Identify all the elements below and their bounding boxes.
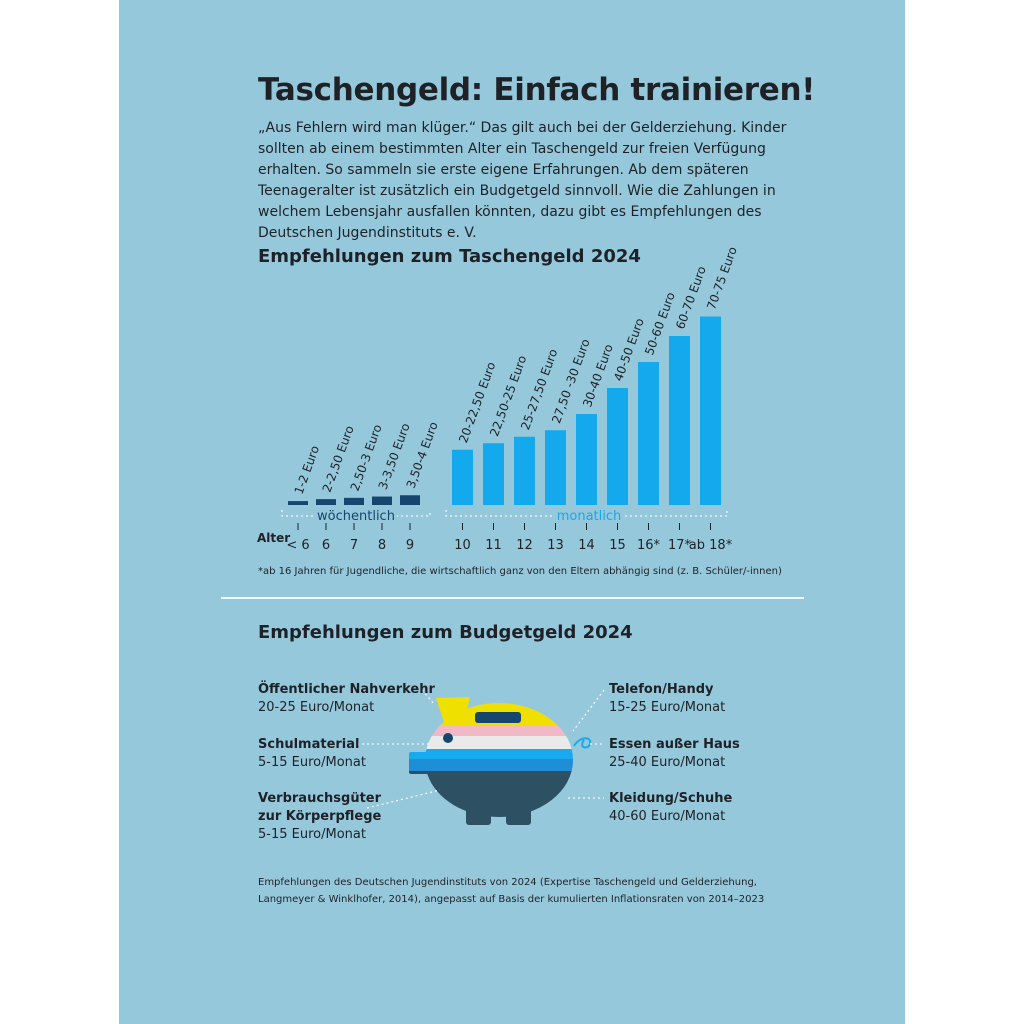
group-label: wöchentlich: [317, 509, 395, 524]
budget-item-verbrauchsgueter: Verbrauchsgüter zur Körperpflege 5-15 Eu…: [258, 790, 381, 844]
category-label: 12: [516, 538, 533, 553]
category-label: < 6: [286, 538, 309, 553]
taschengeld-heading: Empfehlungen zum Taschengeld 2024: [258, 246, 641, 267]
bar: [288, 501, 308, 505]
budget-label-line2: zur Körperpflege: [258, 809, 382, 824]
budget-label: Schulmaterial: [258, 737, 360, 752]
budget-value: 20-25 Euro/Monat: [258, 700, 375, 715]
budget-leader-lines: [357, 689, 605, 809]
bar: [483, 443, 504, 505]
budget-label: Verbrauchsgüter: [258, 791, 382, 806]
footnote: *ab 16 Jahren für Jugendliche, die wirts…: [258, 566, 782, 577]
category-label: 15: [609, 538, 626, 553]
budget-item-kleidung: Kleidung/Schuhe 40-60 Euro/Monat: [609, 790, 732, 826]
budget-value: 25-40 Euro/Monat: [609, 755, 726, 770]
section-divider: [221, 597, 804, 599]
coin-slot: [475, 712, 521, 723]
bar: [316, 499, 336, 505]
group-bracket: [281, 510, 431, 517]
infographic-panel: [119, 0, 905, 1024]
bar: [638, 362, 659, 505]
budget-value: 15-25 Euro/Monat: [609, 700, 726, 715]
source-note: Empfehlungen des Deutschen Jugendinstitu…: [258, 877, 765, 905]
group-label: monatlich: [557, 509, 622, 524]
bar: [452, 449, 473, 505]
category-label: 17*: [668, 538, 692, 553]
budget-label: Essen außer Haus: [609, 737, 740, 752]
budget-item-essen: Essen außer Haus 25-40 Euro/Monat: [609, 736, 740, 772]
bar: [514, 436, 535, 505]
group-bracket: [445, 510, 728, 517]
budget-item-nahverkehr: Öffentlicher Nahverkehr 20-25 Euro/Monat: [258, 681, 435, 717]
category-label: ab 18*: [689, 538, 733, 553]
budget-label: Öffentlicher Nahverkehr: [258, 682, 435, 697]
page-title: Taschengeld: Einfach trainieren!: [258, 72, 816, 108]
budget-item-telefon: Telefon/Handy 15-25 Euro/Monat: [609, 681, 725, 717]
bar: [372, 496, 392, 505]
category-label: 11: [485, 538, 502, 553]
budget-item-schulmaterial: Schulmaterial 5-15 Euro/Monat: [258, 736, 366, 772]
bar: [576, 414, 597, 505]
intro-text: „Aus Fehlern wird man klüger.“ Das gilt …: [258, 120, 787, 241]
bar: [344, 497, 364, 505]
category-label: 16*: [637, 538, 661, 553]
category-label: 7: [350, 538, 358, 553]
pig-tail: [573, 737, 592, 749]
pig-eye: [443, 733, 453, 743]
category-label: 10: [454, 538, 471, 553]
category-label: 9: [406, 538, 414, 553]
budget-value: 5-15 Euro/Monat: [258, 827, 366, 842]
budget-value: 5-15 Euro/Monat: [258, 755, 366, 770]
category-label: 6: [322, 538, 330, 553]
budget-value: 40-60 Euro/Monat: [609, 809, 726, 824]
bar: [669, 336, 690, 505]
budget-label: Kleidung/Schuhe: [609, 791, 733, 806]
bar: [400, 495, 420, 505]
bar: [700, 316, 721, 505]
bar: [545, 430, 566, 505]
category-label: 13: [547, 538, 564, 553]
bar: [607, 388, 628, 505]
x-axis-title: Alter: [257, 531, 290, 545]
budget-heading: Empfehlungen zum Budgetgeld 2024: [258, 622, 633, 643]
category-label: 8: [378, 538, 386, 553]
category-label: 14: [578, 538, 595, 553]
budget-label: Telefon/Handy: [609, 682, 714, 697]
